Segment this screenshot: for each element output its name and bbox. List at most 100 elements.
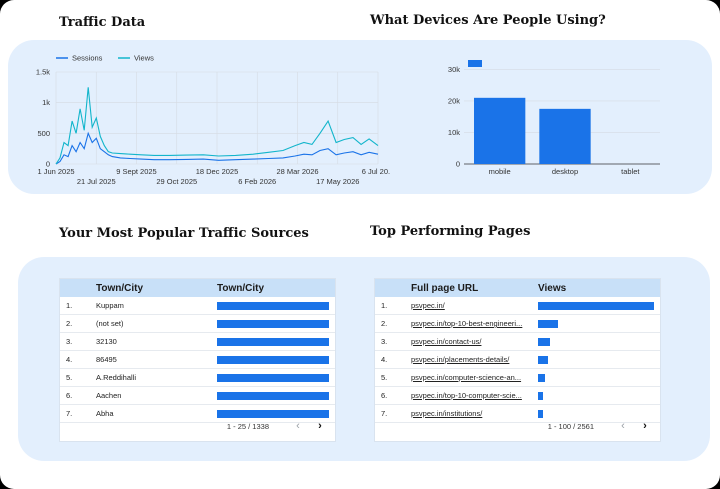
table-row[interactable]: 3. 32130 [60,333,335,351]
top-panel [8,40,712,194]
city-name: (not set) [96,319,124,328]
page-url-link[interactable]: psvpec.in/computer-science-an... [411,373,522,382]
x-tick-label: 1 Jun 2025 [37,167,74,176]
row-index: 6. [66,391,73,400]
table-row[interactable]: 7. psvpec.in/institutions/ [375,405,660,423]
x-tick-label: 17 May 2026 [316,177,359,186]
pages-table: Full page URL Views 1. psvpec.in/2. psvpec… [375,279,660,441]
page-url-link[interactable]: psvpec.in/ [411,301,445,310]
table-row[interactable]: 2. psvpec.in/top-10-best-engineeri... [375,315,660,333]
city-name: Kuppam [96,301,124,310]
value-bar [217,356,329,364]
value-bar [538,410,543,418]
table-pager: 1 - 25 / 1338 ‹ › [60,411,335,441]
city-name: 32130 [96,337,117,346]
table-row[interactable]: 5. psvpec.in/computer-science-an... [375,369,660,387]
row-index: 4. [381,355,388,364]
y-tick-label: 1.5k [36,68,50,77]
table-row[interactable]: 4. psvpec.in/placements-details/ [375,351,660,369]
bar-cell [217,351,335,368]
bar-cell [217,369,335,386]
city-name: Aachen [96,391,122,400]
column-header[interactable]: Town/City [217,282,265,294]
x-tick-label: 6 Jul 20... [362,167,390,176]
row-index: 2. [381,319,388,328]
bar-cell [538,315,660,332]
bar-cell [217,315,335,332]
prev-page-icon[interactable]: ‹ [296,420,300,432]
city-name: 86495 [96,355,117,364]
value-bar [538,302,654,310]
table-row[interactable]: 1. psvpec.in/ [375,297,660,315]
value-bar [217,320,329,328]
x-tick-label: 6 Feb 2026 [238,177,276,186]
table-header: Full page URL Views [375,279,660,297]
page-url-link[interactable]: psvpec.in/top-10-best-engineeri... [411,319,523,328]
column-header[interactable]: Town/City [96,282,144,294]
y-tick-label: 20k [448,96,460,105]
next-page-icon[interactable]: › [318,420,322,432]
y-tick-label: 30k [448,65,460,74]
table-row[interactable]: 7. Abha [60,405,335,423]
y-tick-label: 0 [456,160,460,169]
row-index: 7. [381,409,388,418]
sources-title: Your Most Popular Traffic Sources [59,226,309,241]
y-tick-label: 10k [448,128,460,137]
row-index: 1. [381,301,388,310]
bar-cell [538,297,660,314]
devices-bar-chart[interactable]: 0 10k 20k 30k mobile desktop tablet [430,52,670,182]
table-row[interactable]: 4. 86495 [60,351,335,369]
series-line-sessions [55,131,379,165]
x-tick-label: tablet [621,167,640,176]
table-row[interactable]: 6. psvpec.in/top-10-computer-scie... [375,387,660,405]
bar-mobile [474,97,526,164]
column-header[interactable]: Views [538,282,567,294]
city-name: A.Reddihalli [96,373,137,382]
row-index: 5. [66,373,73,382]
row-index: 7. [66,409,73,418]
column-header[interactable]: Full page URL [411,282,479,294]
prev-page-icon[interactable]: ‹ [621,420,625,432]
x-tick-label: 9 Sept 2025 [116,167,156,176]
x-tick-label: mobile [489,167,511,176]
x-tick-label: 29 Oct 2025 [156,177,197,186]
devices-title: What Devices Are People Using? [370,13,606,28]
row-index: 1. [66,301,73,310]
pages-title: Top Performing Pages [370,224,531,239]
legend-label: Views [134,54,154,63]
table-row[interactable]: 3. psvpec.in/contact-us/ [375,333,660,351]
value-bar [217,410,329,418]
bar-cell [538,387,660,404]
page-url-link[interactable]: psvpec.in/contact-us/ [411,337,482,346]
table-row[interactable]: 5. A.Reddihalli [60,369,335,387]
row-index: 6. [381,391,388,400]
value-bar [538,356,549,364]
value-bar [538,392,544,400]
bar-cell [217,297,335,314]
value-bar [538,338,550,346]
row-index: 3. [66,337,73,346]
value-bar [538,374,545,382]
bar-cell [538,351,660,368]
table-row[interactable]: 1. Kuppam [60,297,335,315]
x-tick-label: 21 Jul 2025 [77,177,116,186]
bar-cell [217,333,335,350]
page-url-link[interactable]: psvpec.in/placements-details/ [411,355,510,364]
table-row[interactable]: 2. (not set) [60,315,335,333]
bar-cell [217,387,335,404]
value-bar [217,338,329,346]
traffic-data-title: Traffic Data [59,15,146,30]
next-page-icon[interactable]: › [643,420,647,432]
page-url-link[interactable]: psvpec.in/top-10-computer-scie... [411,391,522,400]
legend-swatch [468,60,482,67]
value-bar [217,374,329,382]
table-header: Town/City Town/City [60,279,335,297]
y-tick-label: 1k [42,98,50,107]
bar-desktop [539,108,591,164]
table-row[interactable]: 6. Aachen [60,387,335,405]
row-index: 5. [381,373,388,382]
y-tick-label: 500 [37,129,50,138]
y-tick-label: 0 [46,160,50,169]
